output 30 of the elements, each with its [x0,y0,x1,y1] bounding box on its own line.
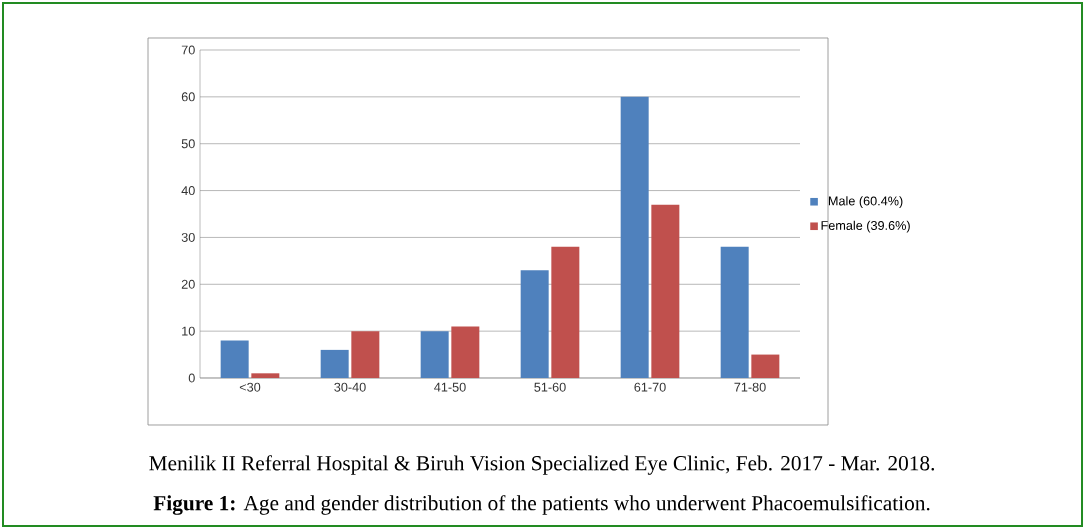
bar [651,204,680,378]
bar [751,354,780,378]
bar [351,331,380,378]
bar [520,270,549,378]
x-tick-label: 61-70 [634,382,666,392]
x-tick-label: 30-40 [334,382,366,392]
bar [251,373,280,378]
bar [720,246,749,378]
bar [551,246,580,378]
legend-label: Male (60.4%) [828,196,903,208]
y-tick-label: 20 [181,279,195,289]
bar [451,326,480,378]
y-tick-label: 50 [181,139,195,149]
bar [620,96,649,378]
x-tick-label: 71-80 [734,382,766,392]
legend-label: Female (39.6%) [821,220,910,233]
x-tick-label: 41-50 [434,382,466,392]
text: Figure 1: Age and gender distribution of the patients who underwent Phacoemulsification. [153,495,930,515]
x-tick-label: <30 [239,382,261,392]
bar [320,349,349,378]
bar [220,340,249,378]
y-tick-label: 10 [182,326,195,336]
y-tick-label: 30 [181,232,195,242]
text: Menilik II Referral Hospital & Biruh Vision Specialized Eye Clinic, Feb. 2017 - Mar. 2018. [149,455,935,475]
y-tick-label: 40 [181,186,195,196]
y-tick-label: 70 [181,45,195,55]
y-tick-label: 60 [181,92,195,102]
y-tick-label: 0 [188,373,195,383]
x-tick-label: 51-60 [534,382,566,392]
bar [420,331,449,378]
